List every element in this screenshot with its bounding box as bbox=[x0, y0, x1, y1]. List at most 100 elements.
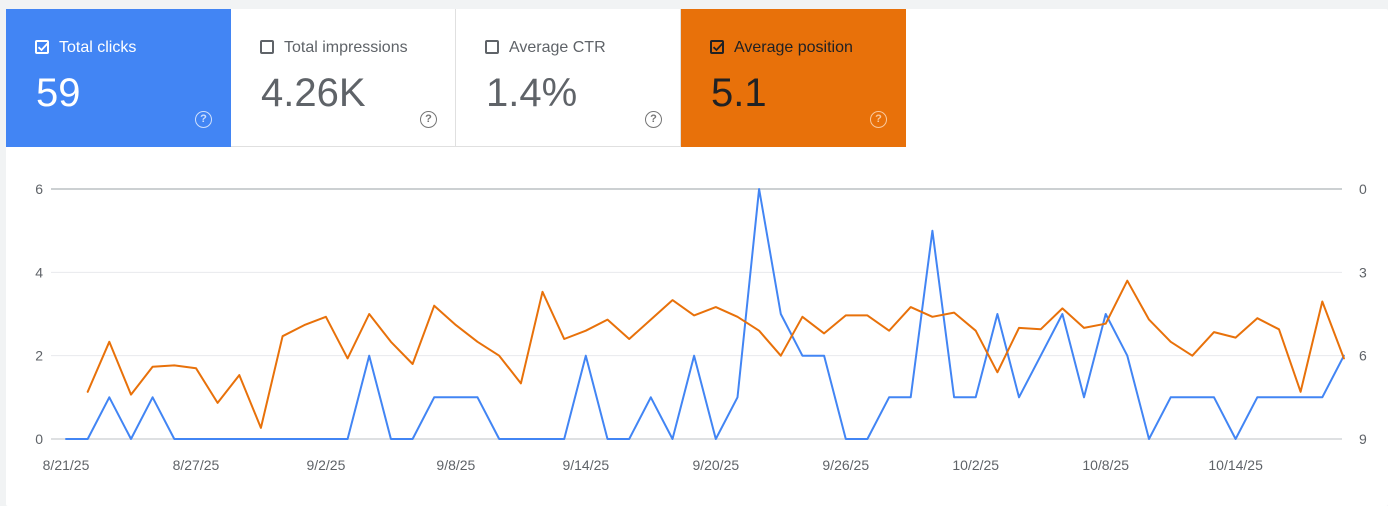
data-point[interactable] bbox=[171, 436, 177, 442]
data-point[interactable] bbox=[670, 297, 676, 303]
data-point[interactable] bbox=[1319, 394, 1325, 400]
data-point[interactable] bbox=[518, 380, 524, 386]
data-point[interactable] bbox=[171, 362, 177, 368]
checkbox-unchecked-icon[interactable] bbox=[260, 40, 274, 54]
data-point[interactable] bbox=[431, 394, 437, 400]
data-point[interactable] bbox=[410, 361, 416, 367]
data-point[interactable] bbox=[540, 289, 546, 295]
metric-total-impressions[interactable]: Total impressions 4.26K ? bbox=[231, 9, 456, 147]
data-point[interactable] bbox=[713, 436, 719, 442]
data-point[interactable] bbox=[193, 436, 199, 442]
data-point[interactable] bbox=[280, 436, 286, 442]
data-point[interactable] bbox=[951, 310, 957, 316]
data-point[interactable] bbox=[626, 336, 632, 342]
data-point[interactable] bbox=[799, 353, 805, 359]
data-point[interactable] bbox=[366, 311, 372, 317]
data-point[interactable] bbox=[1233, 335, 1239, 341]
data-point[interactable] bbox=[85, 389, 91, 395]
data-point[interactable] bbox=[1081, 325, 1087, 331]
data-point[interactable] bbox=[1146, 436, 1152, 442]
data-point[interactable] bbox=[605, 317, 611, 323]
data-point[interactable] bbox=[973, 328, 979, 334]
data-point[interactable] bbox=[1298, 389, 1304, 395]
checkbox-unchecked-icon[interactable] bbox=[485, 40, 499, 54]
data-point[interactable] bbox=[778, 353, 784, 359]
data-point[interactable] bbox=[886, 328, 892, 334]
data-point[interactable] bbox=[1103, 321, 1109, 327]
data-point[interactable] bbox=[973, 394, 979, 400]
data-point[interactable] bbox=[886, 394, 892, 400]
data-point[interactable] bbox=[236, 372, 242, 378]
data-point[interactable] bbox=[908, 394, 914, 400]
data-point[interactable] bbox=[1038, 326, 1044, 332]
data-point[interactable] bbox=[1168, 339, 1174, 345]
data-point[interactable] bbox=[561, 336, 567, 342]
data-point[interactable] bbox=[691, 353, 697, 359]
data-point[interactable] bbox=[496, 353, 502, 359]
data-point[interactable] bbox=[799, 314, 805, 320]
data-point[interactable] bbox=[1211, 394, 1217, 400]
metric-average-ctr[interactable]: Average CTR 1.4% ? bbox=[456, 9, 681, 147]
data-point[interactable] bbox=[1189, 353, 1195, 359]
data-point[interactable] bbox=[388, 436, 394, 442]
data-point[interactable] bbox=[756, 328, 762, 334]
data-point[interactable] bbox=[994, 311, 1000, 317]
data-point[interactable] bbox=[605, 436, 611, 442]
data-point[interactable] bbox=[128, 436, 134, 442]
data-point[interactable] bbox=[128, 392, 134, 398]
data-point[interactable] bbox=[453, 322, 459, 328]
data-point[interactable] bbox=[106, 339, 112, 345]
data-point[interactable] bbox=[431, 303, 437, 309]
metric-average-position[interactable]: Average position 5.1 ? bbox=[681, 9, 906, 147]
data-point[interactable] bbox=[258, 425, 264, 431]
data-point[interactable] bbox=[735, 314, 741, 320]
data-point[interactable] bbox=[735, 394, 741, 400]
performance-chart[interactable]: 0 2 4 6 0 3 6 9 8/21/25 8/27/25 9/2/25 9/8/25 9/14/2… bbox=[6, 9, 1388, 506]
data-point[interactable] bbox=[63, 436, 69, 442]
data-point[interactable] bbox=[626, 436, 632, 442]
data-point[interactable] bbox=[1276, 394, 1282, 400]
data-point[interactable] bbox=[345, 436, 351, 442]
checkbox-checked-icon[interactable] bbox=[35, 40, 49, 54]
data-point[interactable] bbox=[864, 436, 870, 442]
help-icon[interactable]: ? bbox=[195, 111, 212, 128]
data-point[interactable] bbox=[1059, 311, 1065, 317]
data-point[interactable] bbox=[1319, 299, 1325, 305]
data-point[interactable] bbox=[561, 436, 567, 442]
data-point[interactable] bbox=[648, 317, 654, 323]
data-point[interactable] bbox=[1341, 355, 1347, 361]
data-point[interactable] bbox=[475, 339, 481, 345]
data-point[interactable] bbox=[150, 364, 156, 370]
data-point[interactable] bbox=[1038, 353, 1044, 359]
data-point[interactable] bbox=[1124, 353, 1130, 359]
metric-total-clicks[interactable]: Total clicks 59 ? bbox=[6, 9, 231, 147]
help-icon[interactable]: ? bbox=[645, 111, 662, 128]
data-point[interactable] bbox=[929, 228, 935, 234]
data-point[interactable] bbox=[821, 330, 827, 336]
data-point[interactable] bbox=[648, 394, 654, 400]
data-point[interactable] bbox=[85, 436, 91, 442]
data-point[interactable] bbox=[1124, 278, 1130, 284]
data-point[interactable] bbox=[778, 311, 784, 317]
data-point[interactable] bbox=[496, 436, 502, 442]
data-point[interactable] bbox=[951, 394, 957, 400]
data-point[interactable] bbox=[994, 369, 1000, 375]
data-point[interactable] bbox=[670, 436, 676, 442]
data-point[interactable] bbox=[821, 353, 827, 359]
data-point[interactable] bbox=[323, 314, 329, 320]
data-point[interactable] bbox=[301, 322, 307, 328]
data-point[interactable] bbox=[475, 394, 481, 400]
data-point[interactable] bbox=[843, 312, 849, 318]
data-point[interactable] bbox=[1189, 394, 1195, 400]
data-point[interactable] bbox=[1059, 305, 1065, 311]
data-point[interactable] bbox=[583, 353, 589, 359]
data-point[interactable] bbox=[583, 328, 589, 334]
data-point[interactable] bbox=[1081, 394, 1087, 400]
data-point[interactable] bbox=[1233, 436, 1239, 442]
data-point[interactable] bbox=[540, 436, 546, 442]
data-point[interactable] bbox=[453, 394, 459, 400]
data-point[interactable] bbox=[864, 312, 870, 318]
data-point[interactable] bbox=[1254, 315, 1260, 321]
help-icon[interactable]: ? bbox=[870, 111, 887, 128]
data-point[interactable] bbox=[280, 333, 286, 339]
